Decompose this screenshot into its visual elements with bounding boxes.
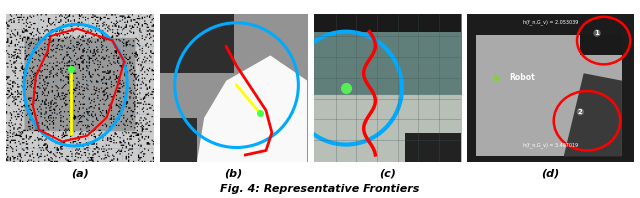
Bar xyxy=(476,35,622,156)
Text: Robot: Robot xyxy=(509,73,534,82)
Text: (c): (c) xyxy=(379,168,396,178)
Text: h(f_n,G_v) = 3.497019: h(f_n,G_v) = 3.497019 xyxy=(523,142,578,148)
Bar xyxy=(405,133,461,162)
Polygon shape xyxy=(160,118,197,162)
Text: Fig. 4: Representative Frontiers: Fig. 4: Representative Frontiers xyxy=(220,184,420,194)
Bar xyxy=(314,14,461,32)
Text: 1: 1 xyxy=(595,30,600,36)
Text: h(f_n,G_v) = 2.053039: h(f_n,G_v) = 2.053039 xyxy=(523,20,578,26)
Text: (a): (a) xyxy=(71,168,89,178)
Text: 2: 2 xyxy=(578,109,583,115)
Polygon shape xyxy=(160,14,234,73)
Bar xyxy=(580,35,622,55)
Polygon shape xyxy=(197,55,307,162)
Text: (b): (b) xyxy=(225,168,243,178)
Polygon shape xyxy=(564,73,622,156)
Text: (d): (d) xyxy=(541,168,559,178)
